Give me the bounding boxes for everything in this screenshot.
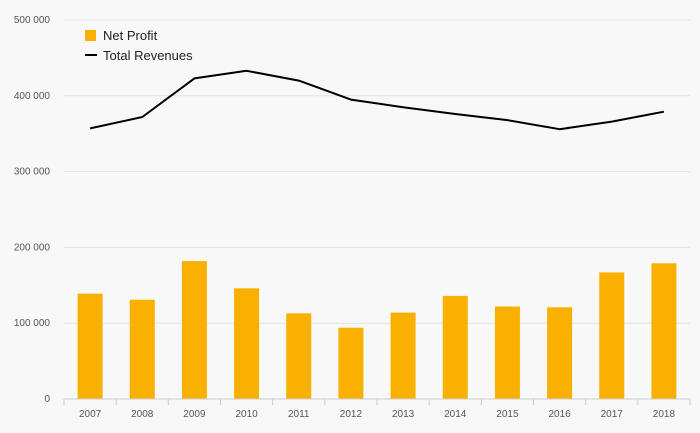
legend: Net Profit Total Revenues xyxy=(85,28,193,63)
total-revenues-line-group xyxy=(89,69,665,131)
legend-label-net-profit: Net Profit xyxy=(103,28,158,43)
bar-net-profit-2015 xyxy=(494,306,520,399)
y-tick-label: 300 000 xyxy=(14,167,51,178)
y-axis-tick-labels: 0 100 000 200 000 300 000 400 000 500 000 xyxy=(14,15,51,405)
x-tick-label-2007: 2007 xyxy=(79,409,102,420)
bar-net-profit-2010 xyxy=(234,288,260,399)
x-tick-label-2016: 2016 xyxy=(548,409,571,420)
line-total-revenues xyxy=(89,69,665,131)
x-tick-label-2017: 2017 xyxy=(601,409,624,420)
x-tick-label-2012: 2012 xyxy=(340,409,363,420)
bar-net-profit-2011 xyxy=(286,313,312,399)
bar-net-profit-2007 xyxy=(77,293,103,399)
legend-label-total-revenues: Total Revenues xyxy=(103,48,193,63)
x-tick-label-2015: 2015 xyxy=(496,409,519,420)
y-tick-label: 100 000 xyxy=(14,318,51,329)
bar-net-profit-2009 xyxy=(181,261,207,399)
y-tick-label: 400 000 xyxy=(14,91,51,102)
legend-swatch-net-profit xyxy=(85,30,96,41)
x-tick-label-2013: 2013 xyxy=(392,409,415,420)
bar-net-profit-2017 xyxy=(599,272,625,399)
x-tick-label-2010: 2010 xyxy=(235,409,258,420)
x-tick-label-2018: 2018 xyxy=(653,409,676,420)
x-tick-label-2009: 2009 xyxy=(183,409,206,420)
gridlines xyxy=(64,19,690,324)
y-tick-label: 500 000 xyxy=(14,15,51,26)
x-tick-label-2011: 2011 xyxy=(288,409,310,420)
x-tick-label-2008: 2008 xyxy=(131,409,154,420)
bar-net-profit-2014 xyxy=(442,295,468,399)
y-tick-label: 200 000 xyxy=(14,242,51,253)
bar-net-profit-2016 xyxy=(547,307,573,399)
bar-net-profit-2013 xyxy=(390,312,416,399)
x-axis: 2007 2008 2009 2010 2011 2012 2013 2014 2015 2016… xyxy=(63,398,691,420)
x-tick-label-2014: 2014 xyxy=(444,409,467,420)
bar-net-profit-2012 xyxy=(338,327,364,399)
net-profit-bars xyxy=(77,261,677,399)
y-tick-label: 0 xyxy=(44,394,50,405)
bar-net-profit-2008 xyxy=(129,299,155,399)
bar-net-profit-2018 xyxy=(651,263,677,399)
